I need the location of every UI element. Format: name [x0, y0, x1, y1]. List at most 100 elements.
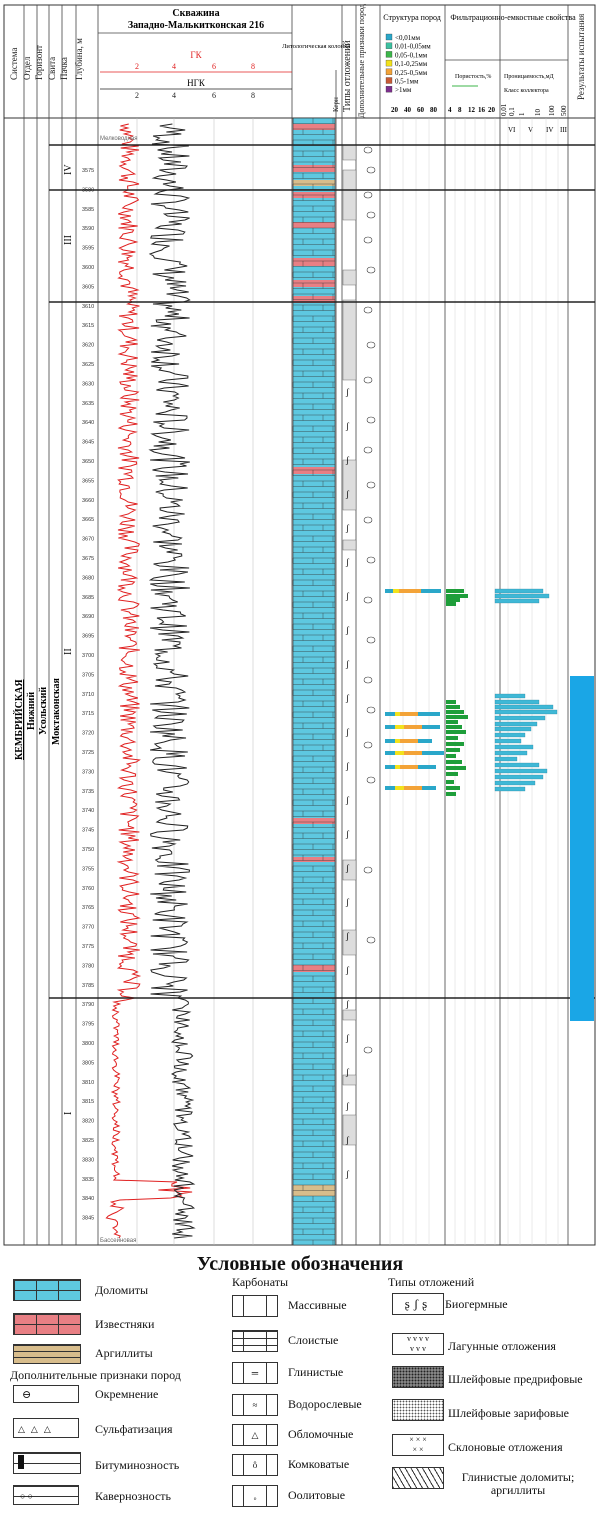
lithology-limestone [293, 857, 335, 862]
permeability-bar [494, 762, 540, 768]
biogerm-symbol: ʃ [345, 1101, 350, 1111]
permeability-bar [494, 744, 534, 750]
legend-silicification: Окремнение [95, 1387, 159, 1401]
structure-swatch [385, 86, 393, 93]
lithology-limestone [293, 124, 335, 130]
depth-label: 3695 [82, 634, 94, 640]
permeability-scale-tick: 0,1 [508, 107, 516, 116]
depth-label: 3805 [82, 1060, 94, 1066]
depth-label: 3710 [82, 692, 94, 698]
depth-label: 3705 [82, 672, 94, 678]
header-depth: Глубина, м [74, 38, 84, 80]
legend-dolomite: Доломиты [95, 1283, 149, 1297]
cavern-symbol [363, 146, 373, 154]
header-structure: Структура пород [383, 13, 441, 22]
legend-type-backreef: Шлейфовые зарифовые [448, 1406, 569, 1420]
structure-bar-segment [399, 589, 421, 593]
biogerm-symbol: ʃ [345, 897, 350, 907]
permeability-bar [494, 732, 526, 738]
porosity-scale-tick: 8 [458, 106, 462, 114]
legend-type-biogerm: Биогермные [445, 1297, 508, 1311]
ngk-curve [148, 123, 196, 1239]
backreef-swatch [392, 1399, 444, 1421]
structure-swatch [385, 42, 393, 49]
well-title-line1: Скважина [172, 8, 219, 19]
legend-carbonate-3: Водорослевые [288, 1397, 362, 1411]
depth-label: 3785 [82, 983, 94, 989]
porosity-scale-tick: 16 [478, 106, 486, 114]
biogerm-symbol: ʃ [345, 829, 350, 839]
porosity-bar [446, 780, 454, 784]
header-horizon: Горизонт [34, 45, 44, 80]
carbonate-swatch: ȏ [232, 1454, 278, 1476]
deposit-forereef [342, 1074, 357, 1086]
carbonate-swatch: ≈ [232, 1394, 278, 1416]
depth-label: 3790 [82, 1002, 94, 1008]
depth-label: 3825 [82, 1138, 94, 1144]
structure-bar-segment [395, 765, 400, 769]
cavern-symbol [363, 376, 373, 384]
porosity-bar [446, 748, 460, 752]
permeability-bar [494, 709, 558, 715]
biogerm-symbol: ʃ [345, 1033, 350, 1043]
ngk-label: НГК [187, 78, 206, 88]
structure-legend-label: >1мм [395, 86, 412, 94]
header-system: Система [9, 48, 19, 80]
depth-label: 3650 [82, 459, 94, 465]
depth-label: 3725 [82, 750, 94, 756]
cavern-symbol [363, 596, 373, 604]
biogerm-symbol: ʃ [345, 489, 350, 499]
porosity-bar [446, 730, 466, 734]
structure-legend-label: 0,5-1мм [395, 78, 419, 86]
permeability-bar [494, 750, 528, 756]
depth-label: 3735 [82, 789, 94, 795]
depth-label: 3845 [82, 1216, 94, 1222]
reservoir-class: IV [546, 126, 553, 134]
silicification-swatch: ⊖ [13, 1385, 79, 1403]
permeability-scale-tick: 100 [548, 105, 556, 116]
depth-label: 3840 [82, 1196, 94, 1202]
structure-legend-label: 0,05-0,1мм [395, 51, 428, 59]
strat-horizon: Усольский [38, 687, 49, 735]
deposit-forereef [342, 144, 357, 161]
depth-label: 3575 [82, 168, 94, 174]
depth-label: 3645 [82, 440, 94, 446]
porosity-bar [446, 786, 460, 790]
cavern-symbol [366, 481, 376, 489]
cavern-symbol [363, 446, 373, 454]
porosity-bar [446, 705, 460, 709]
permeability-scale-tick: 0,01 [500, 103, 508, 116]
porosity-bar [446, 792, 456, 796]
test-result-bar [570, 676, 594, 1021]
biogerm-symbol: ʃ [345, 863, 350, 873]
structure-bar-segment [385, 786, 395, 790]
biogerm-symbol: ʃ [345, 659, 350, 669]
permeability-scale-tick: 10 [534, 109, 542, 117]
cavern-symbol [366, 556, 376, 564]
deposit-forereef [342, 459, 357, 511]
structure-bar-segment [393, 589, 399, 593]
cavern-symbol [366, 936, 376, 944]
structure-bar-segment [385, 712, 395, 716]
structure-bar-segment [395, 751, 404, 755]
gk-curve [105, 123, 193, 1239]
legend-sulfatization: Сульфатизация [95, 1422, 173, 1436]
depth-label: 3770 [82, 925, 94, 931]
legend-carbonates-title: Карбонаты [232, 1275, 289, 1289]
cavern-symbol [363, 516, 373, 524]
structure-bar-segment [422, 751, 444, 755]
depth-label: 3745 [82, 828, 94, 834]
permeability-bar [494, 768, 548, 774]
depth-label: 3730 [82, 769, 94, 775]
biogerm-symbol: ʃ [345, 761, 350, 771]
reservoir-class: V [528, 126, 533, 134]
structure-bar-segment [385, 765, 395, 769]
porosity-label: Пористость,% [455, 74, 491, 80]
permeability-bar [494, 756, 518, 762]
strat-suite: Моктаконская [51, 677, 62, 745]
porosity-bar [446, 700, 456, 704]
depth-label: 3595 [82, 246, 94, 252]
structure-swatch [385, 68, 393, 75]
structure-bar-segment [395, 712, 400, 716]
ngk-tick: 4 [172, 91, 176, 100]
